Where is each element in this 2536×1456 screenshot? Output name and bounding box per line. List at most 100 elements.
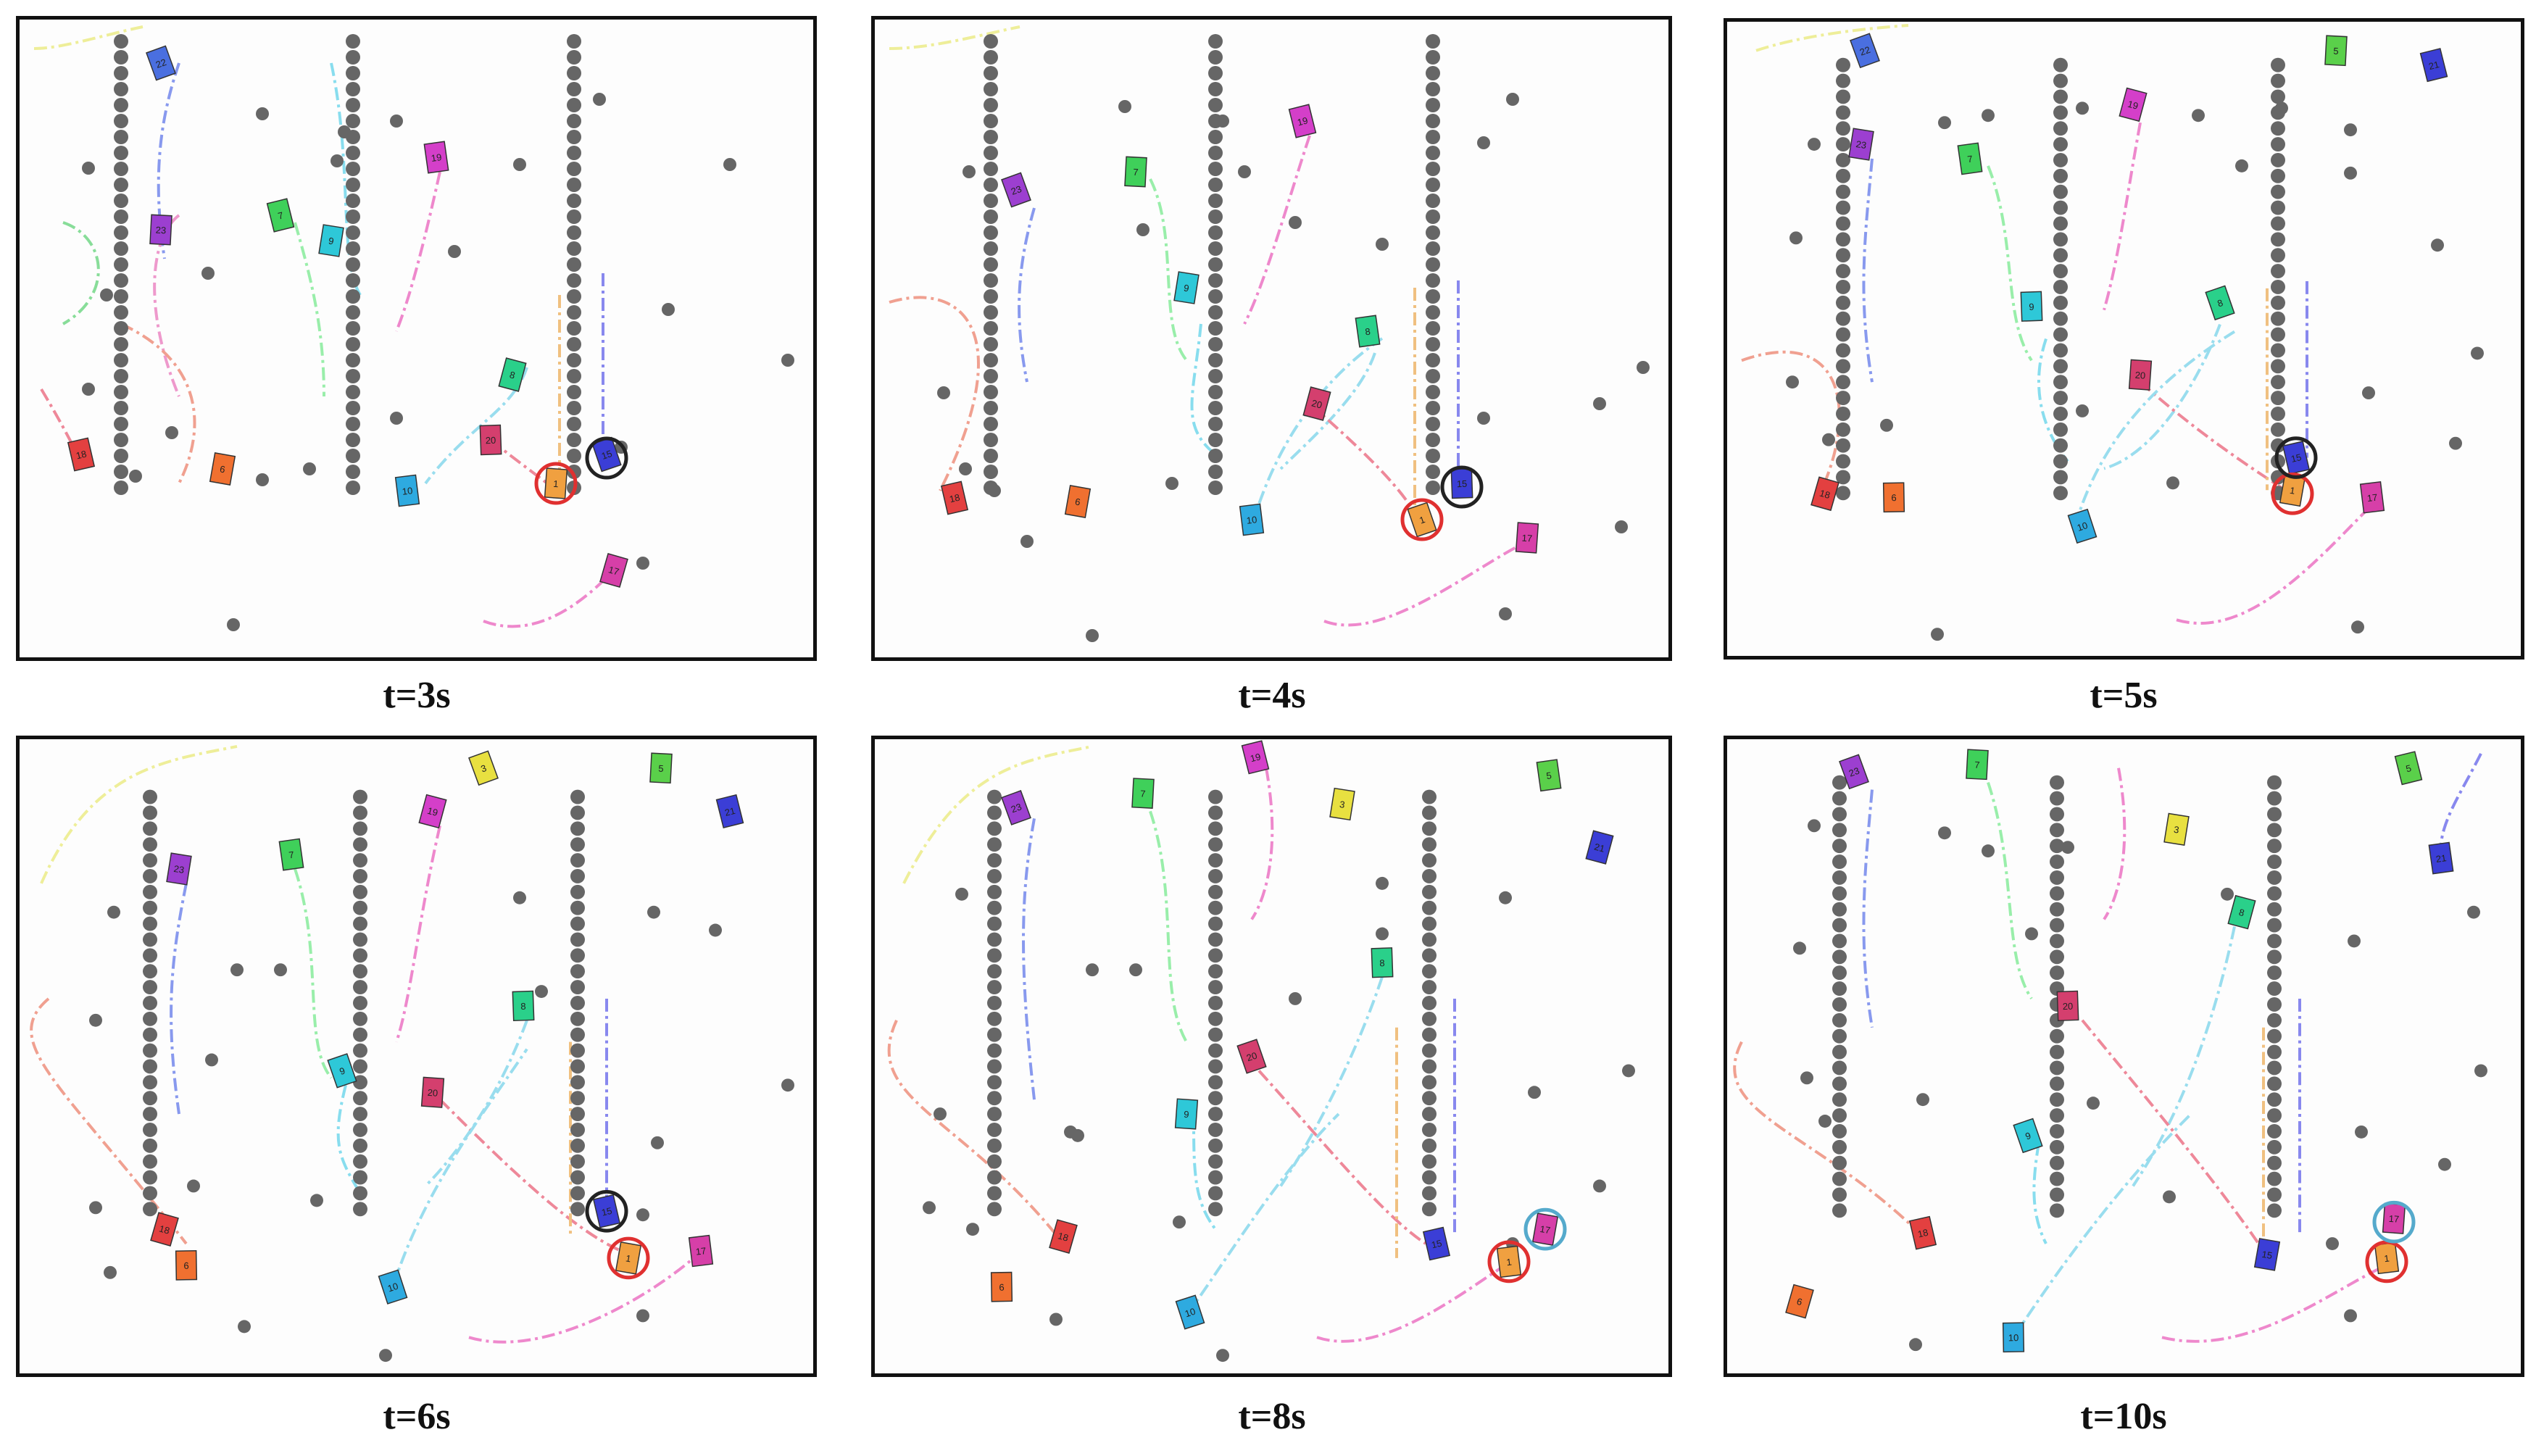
obstacle-dot	[2053, 152, 2068, 167]
obstacle-dot	[1836, 391, 1850, 405]
obstacle-dot	[1422, 805, 1437, 820]
obstacle-dot	[2050, 1028, 2064, 1044]
vehicle-label: 23	[1010, 801, 1023, 815]
vehicle-label: 19	[431, 151, 442, 164]
obstacle-dot	[114, 194, 128, 208]
vehicle-label: 19	[426, 805, 439, 818]
obstacle-dot	[1836, 311, 1850, 326]
trajectory-line	[483, 569, 615, 628]
obstacle-dot	[2053, 279, 2068, 294]
caption-t6: t=6s	[383, 1396, 451, 1437]
obstacle-dot	[1836, 89, 1850, 104]
obstacle-dot	[2050, 949, 2064, 965]
obstacle-dot	[2271, 406, 2285, 421]
obstacle-dot	[1836, 57, 1850, 72]
obstacle-dot	[346, 209, 360, 224]
obstacle-dot	[567, 66, 581, 80]
obstacle-dot	[346, 465, 360, 479]
obstacle-dot	[1426, 225, 1440, 240]
obstacle-dot	[303, 462, 316, 475]
obstacle-dot	[227, 618, 240, 631]
obstacle-dot	[987, 821, 1002, 836]
obstacle-dot	[1786, 375, 1799, 389]
obstacle-dot	[570, 868, 585, 883]
vehicle-22: 22	[1850, 33, 1880, 69]
obstacle-dot	[1426, 34, 1440, 49]
vehicle-body	[2359, 481, 2385, 514]
obstacle-dot	[567, 449, 581, 463]
obstacle-dot	[570, 1091, 585, 1106]
obstacle-dot	[1289, 992, 1302, 1005]
obstacle-dot	[346, 321, 360, 336]
obstacle-dot	[143, 1075, 157, 1090]
vehicle-body	[1882, 482, 1905, 513]
obstacle-dot	[143, 948, 157, 963]
obstacle-dot	[2053, 168, 2068, 183]
vehicle-label: 21	[1593, 841, 1606, 854]
obstacle-dot	[567, 194, 581, 208]
obstacle-dot	[2050, 1123, 2064, 1139]
obstacle-dot	[570, 1011, 585, 1026]
vehicle-label: 3	[1339, 799, 1346, 810]
vehicle-21: 21	[1585, 830, 1614, 865]
obstacle-dot	[2271, 89, 2285, 104]
obstacle-dot	[709, 923, 722, 937]
vehicle-label: 22	[154, 57, 168, 70]
obstacle-dot	[2050, 965, 2064, 981]
vehicle-label: 23	[1847, 765, 1861, 779]
obstacle-dot	[346, 417, 360, 431]
obstacle-dot	[1836, 295, 1850, 310]
obstacle-dot	[2271, 137, 2285, 151]
obstacle-dot	[2467, 905, 2480, 919]
trajectory-line	[1190, 323, 1217, 456]
trajectory-line	[1018, 207, 1036, 383]
obstacle-dot	[984, 114, 998, 128]
vehicle-label: 17	[607, 564, 620, 577]
vehicle-10: 10	[378, 1269, 408, 1305]
vehicle-label: 8	[1364, 326, 1371, 338]
obstacle-dot	[1208, 853, 1223, 868]
obstacle-dot	[1426, 305, 1440, 320]
obstacle-dot	[567, 114, 581, 128]
obstacle-dot	[2053, 184, 2068, 199]
obstacle-dot	[1422, 1027, 1437, 1042]
obstacle-dot	[1793, 941, 1806, 955]
obstacle-dot	[1208, 385, 1223, 399]
trajectory-line	[1279, 976, 1384, 1187]
trajectory-line	[1257, 1070, 1427, 1245]
obstacle-dot	[1208, 273, 1223, 288]
obstacle-dot	[2053, 89, 2068, 104]
obstacle-dot	[984, 98, 998, 112]
obstacle-dot	[1832, 807, 1847, 822]
vehicle-label: 7	[1974, 760, 1980, 770]
vehicle-label: 17	[2388, 1213, 2399, 1225]
vehicle-23: 23	[166, 852, 192, 886]
vehicle-label: 5	[658, 763, 664, 774]
obstacle-dot	[966, 1223, 979, 1236]
vehicle-label: 9	[2029, 301, 2034, 312]
obstacle-dot	[114, 130, 128, 144]
obstacle-dot	[1208, 162, 1223, 176]
trajectory-line	[2074, 330, 2236, 527]
obstacle-dot	[1376, 876, 1389, 890]
vehicle-label: 6	[219, 463, 226, 475]
obstacle-dot	[1208, 66, 1223, 80]
obstacle-dot	[2351, 620, 2364, 634]
obstacle-dot	[2267, 1203, 2282, 1218]
obstacle-dot	[987, 868, 1002, 883]
obstacle-dot	[143, 789, 157, 804]
vehicle-body	[318, 224, 344, 257]
vehicle-label: 15	[1430, 1238, 1442, 1251]
obstacle-dot	[114, 337, 128, 351]
obstacle-dot	[2271, 327, 2285, 342]
obstacle-dot	[781, 1078, 794, 1092]
vehicle-body	[149, 214, 172, 246]
obstacle-dot	[570, 853, 585, 868]
trajectory-line	[2032, 1142, 2047, 1244]
vehicle-10: 10	[1175, 1294, 1205, 1330]
vehicle-8: 8	[2205, 285, 2235, 321]
highlight-ring	[1400, 498, 1444, 541]
vehicle-label: 5	[2333, 46, 2339, 57]
vehicle-body	[1957, 142, 1983, 175]
vehicle-label: 15	[2290, 452, 2302, 465]
